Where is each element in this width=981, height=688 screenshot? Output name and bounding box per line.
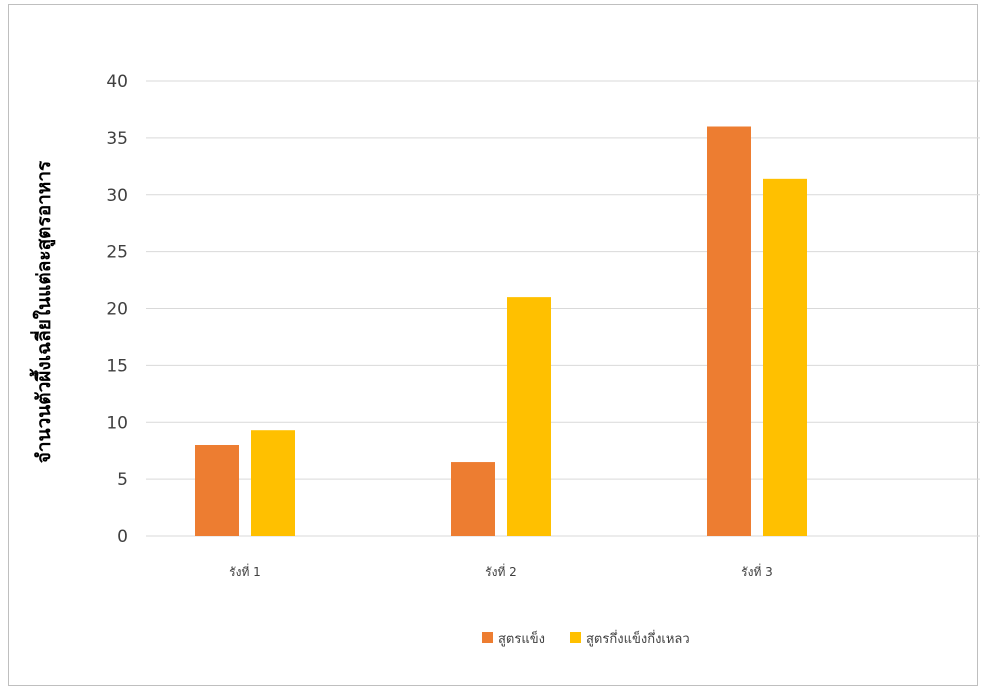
chart-frame [8,4,978,686]
bar-2-3 [763,178,807,536]
x-tick-label: รังที่ 1 [229,563,261,579]
y-tick-label: 40 [106,72,128,92]
y-tick-label: 0 [117,527,128,547]
legend: สูตรแข็ง สูตรกึ่งแข็งกึ่งเหลว [482,629,690,647]
y-tick-label: 20 [106,300,128,320]
y-tick-label: 30 [106,186,128,206]
bar-2-1 [251,430,295,536]
bars [195,126,807,536]
x-axis-ticks: รังที่ 1 รังที่ 2 รังที่ 3 [229,563,773,579]
y-tick-label: 15 [106,356,128,376]
y-axis-ticks: 0 5 10 15 20 25 30 35 40 [106,72,128,547]
y-tick-label: 25 [106,243,128,263]
x-tick-label: รังที่ 3 [741,563,773,579]
legend-label: สูตรแข็ง [498,629,545,647]
legend-label: สูตรกึ่งแข็งกึ่งเหลว [586,629,690,647]
legend-swatch [570,632,581,643]
x-tick-label: รังที่ 2 [485,563,517,579]
bar-2-2 [507,297,551,536]
y-axis-label: จำนวนตัวผึ้งเฉลี่ยในแต่ละสูตรอาหาร [29,160,56,463]
y-tick-label: 5 [117,470,128,490]
y-tick-label: 10 [106,413,128,433]
bar-1-1 [195,445,239,536]
bar-1-3 [707,126,751,536]
y-tick-label: 35 [106,129,128,149]
legend-swatch [482,632,493,643]
bar-1-2 [451,462,495,536]
